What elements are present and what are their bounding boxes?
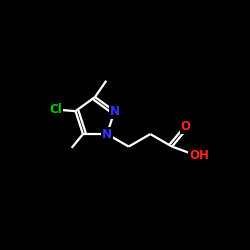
Text: Cl: Cl xyxy=(49,104,62,117)
Text: O: O xyxy=(181,120,191,133)
Text: N: N xyxy=(102,128,112,140)
Text: N: N xyxy=(110,105,120,118)
Text: OH: OH xyxy=(189,148,209,162)
